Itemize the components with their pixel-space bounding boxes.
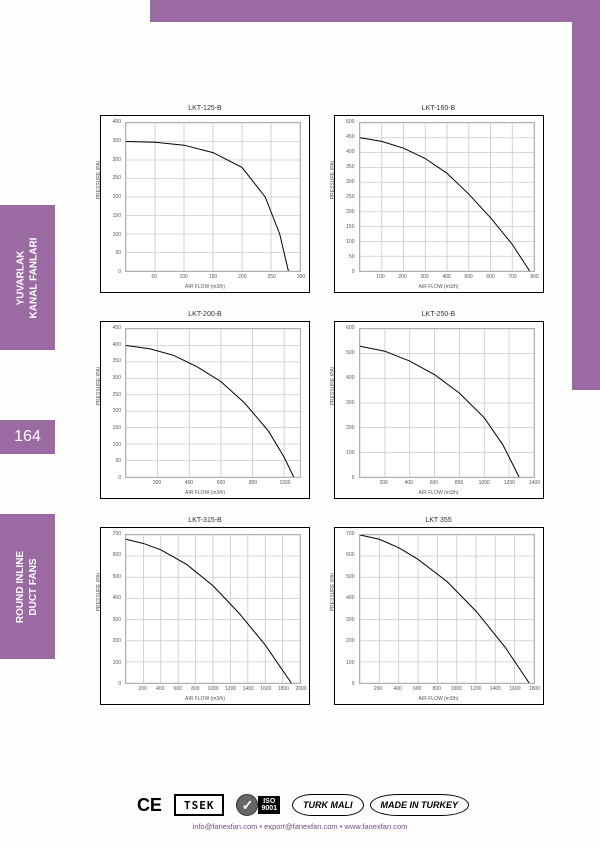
plot-area	[359, 534, 535, 684]
certification-row: CE TSEK ✓ ISO9001 TURK MALI MADE IN TURK…	[0, 794, 600, 816]
chart-panel: LKT-160-B 0501001502002503003504004505001…	[334, 105, 544, 293]
page-footer: CE TSEK ✓ ISO9001 TURK MALI MADE IN TURK…	[0, 794, 600, 831]
chart-box: 0501001502002503003504005010015020025030…	[100, 115, 310, 293]
chart-title: LKT-160-B	[334, 105, 544, 112]
chart-panel: LKT-250-B 0100200300400500600200400600800…	[334, 311, 544, 499]
plot-area	[125, 534, 301, 684]
plot-area	[359, 328, 535, 478]
sidebar-tab-turkish: YUVARLAKKANAL FANLARI	[0, 205, 55, 350]
contact-info: info@fanexfan.com • export@fanexfan.com …	[0, 822, 600, 831]
plot-area	[125, 122, 301, 272]
plot-area	[359, 122, 535, 272]
chart-title: LKT-315-B	[100, 517, 310, 524]
right-accent-bar	[572, 0, 600, 390]
chart-title: LKT-125-B	[100, 105, 310, 112]
tsek-badge: TSEK	[174, 794, 225, 816]
chart-box: 0100200300400500600700200400600800100012…	[334, 527, 544, 705]
iso-text: ISO9001	[258, 796, 280, 814]
sidebar-tab-turkish-label: YUVARLAKKANAL FANLARI	[15, 237, 41, 318]
iso-badge: ✓ ISO9001	[230, 794, 286, 816]
sidebar-tab-english: ROUND INLINEDUCT FANS	[0, 514, 55, 659]
chart-title: LKT 355	[334, 517, 544, 524]
chart-grid: LKT-125-B 0501001502002503003504005010015…	[100, 105, 545, 705]
sidebar-tab-english-label: ROUND INLINEDUCT FANS	[15, 550, 41, 622]
chart-panel: LKT 355 010020030040050060070020040060080…	[334, 517, 544, 705]
chart-box: 0100200300400500600200400600800100012001…	[334, 321, 544, 499]
chart-box: 0501001502002503003504004505001002003004…	[334, 115, 544, 293]
check-icon: ✓	[236, 794, 258, 816]
chart-box: 0501001502002503003504004502004006008001…	[100, 321, 310, 499]
chart-title: LKT-250-B	[334, 311, 544, 318]
chart-box: 0100200300400500600700200400600800100012…	[100, 527, 310, 705]
ce-mark-icon: CE	[131, 794, 168, 816]
made-in-turkey-badge: MADE IN TURKEY	[370, 794, 470, 816]
chart-panel: LKT-125-B 0501001502002503003504005010015…	[100, 105, 310, 293]
chart-panel: LKT-200-B 0501001502002503003504004502004…	[100, 311, 310, 499]
turk-mali-badge: TURK MALI	[292, 794, 364, 816]
plot-area	[125, 328, 301, 478]
chart-panel: LKT-315-B 0100200300400500600700200400600…	[100, 517, 310, 705]
page-number: 164	[0, 420, 55, 454]
chart-title: LKT-200-B	[100, 311, 310, 318]
top-accent-bar	[150, 0, 600, 22]
